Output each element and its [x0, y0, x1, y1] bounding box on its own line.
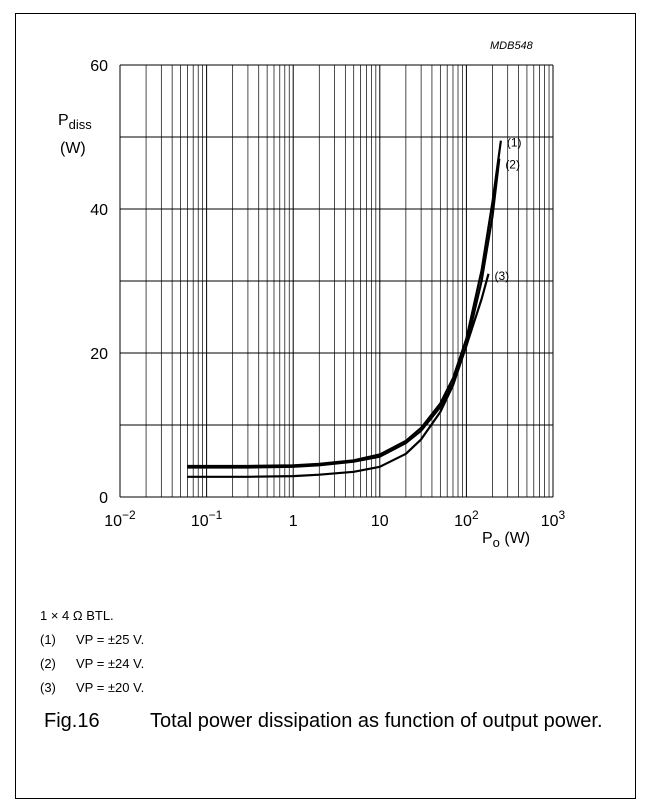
x-axis-label-main: P	[482, 530, 493, 547]
note-num: (3)	[40, 680, 56, 695]
chart-ticks: 0 20 40 60 10−2 10−1 1 10 102 103	[90, 58, 565, 530]
x-tick-label: 10−1	[191, 508, 223, 530]
note-text: VP = ±20 V.	[76, 680, 145, 695]
figure-caption-text: Total power dissipation as function of o…	[150, 710, 603, 732]
y-tick-label: 40	[90, 202, 108, 219]
power-dissipation-chart: (1) (2) (3) 0 20 40 60 10−2 10−1 1 10 102 103	[90, 58, 565, 530]
series-line	[187, 273, 490, 478]
x-tick-label: 10	[371, 513, 389, 530]
series-label: (3)	[495, 269, 510, 283]
config-note: 1 × 4 Ω BTL.	[40, 608, 114, 623]
x-axis-label: Po (W)	[482, 530, 530, 550]
note-num: (1)	[40, 632, 56, 647]
x-tick-label: 1	[289, 513, 298, 530]
note-item-1: (1) VP = ±25 V.	[40, 628, 144, 652]
chart-code: MDB548	[490, 40, 533, 52]
y-tick-label: 60	[90, 58, 108, 75]
x-axis-unit: (W)	[504, 530, 531, 547]
figure-frame	[15, 13, 636, 799]
y-axis-unit: (W)	[60, 140, 86, 157]
x-tick-label: 10−2	[104, 508, 136, 530]
legend-notes: 1 × 4 Ω BTL. (1) VP = ±25 V. (2) VP = ±24 …	[40, 604, 144, 700]
note-text: VP = ±24 V.	[76, 656, 145, 671]
chart-grid	[119, 64, 554, 498]
y-axis-label-sub: diss	[68, 117, 92, 133]
note-num: (2)	[40, 656, 56, 671]
series-label: (1)	[507, 136, 522, 150]
series-line	[187, 158, 501, 469]
y-tick-label: 0	[99, 490, 108, 507]
y-axis-label-main: P	[58, 112, 69, 129]
figure-number: Fig.16	[44, 710, 100, 732]
x-axis-label-sub: o	[492, 535, 500, 551]
y-axis-label: Pdiss	[58, 112, 92, 132]
series-line	[187, 140, 502, 468]
note-item-3: (3) VP = ±20 V.	[40, 676, 144, 700]
note-item-2: (2) VP = ±24 V.	[40, 652, 144, 676]
x-tick-label: 102	[454, 508, 479, 530]
series-label: (2)	[505, 158, 520, 172]
x-tick-label: 103	[541, 508, 566, 530]
figure-caption: Fig.16 Total power dissipation as functio…	[44, 706, 624, 736]
y-tick-label: 20	[90, 346, 108, 363]
chart-series: (1) (2) (3)	[187, 136, 522, 478]
note-text: VP = ±25 V.	[76, 632, 145, 647]
